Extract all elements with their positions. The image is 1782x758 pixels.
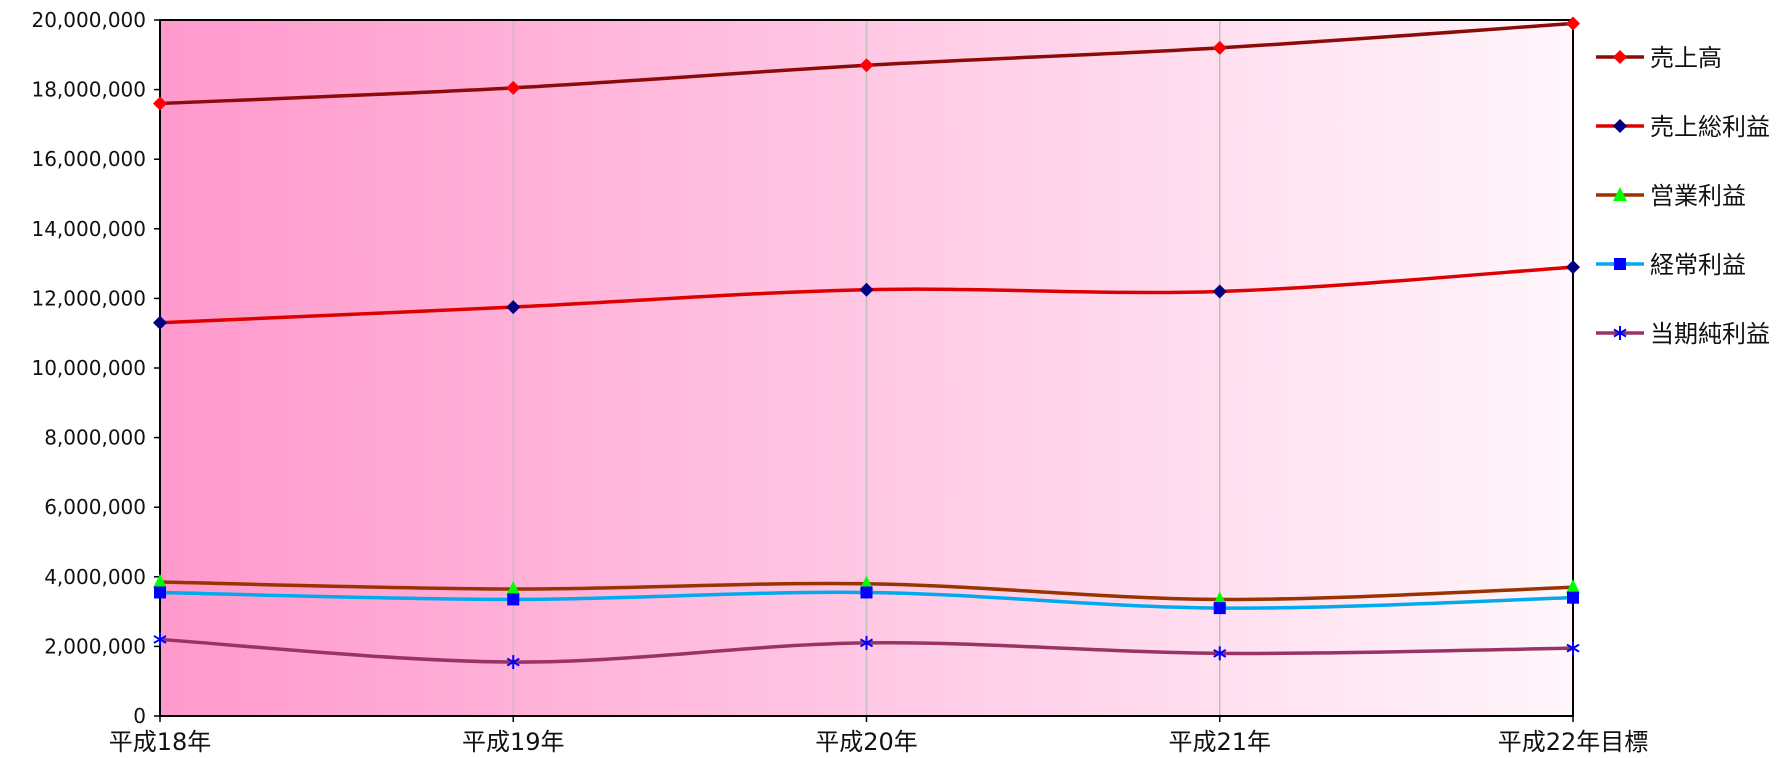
data-point	[1567, 591, 1579, 604]
series-4	[154, 586, 1579, 615]
series-2	[153, 260, 1580, 330]
y-tick-label: 16,000,000	[31, 147, 146, 171]
data-point	[1212, 40, 1227, 55]
y-tick-label: 10,000,000	[31, 356, 146, 380]
x-tick-label: 平成21年	[1168, 728, 1271, 756]
x-tick-label: 平成19年	[462, 728, 565, 756]
data-point	[1566, 579, 1580, 594]
y-axis-ticks: 0 2,000,000 4,000,000 6,000,000 8,000,000 10,…	[31, 8, 160, 728]
y-tick-label: 14,000,000	[31, 217, 146, 241]
series-5	[153, 632, 1580, 670]
data-point	[859, 575, 874, 590]
y-tick-label: 12,000,000	[31, 286, 146, 310]
legend-item: 当期純利益	[1596, 320, 1770, 348]
legend-label: 売上総利益	[1650, 113, 1770, 141]
legend-label: 売上高	[1650, 44, 1722, 72]
legend-label: 経常利益	[1650, 251, 1746, 279]
legend-item: 営業利益	[1596, 182, 1746, 210]
y-tick-label: 18,000,000	[31, 78, 146, 102]
y-tick-label: 2,000,000	[44, 634, 146, 658]
series-1	[153, 16, 1580, 111]
x-tick-label: 平成22年目標	[1498, 728, 1649, 756]
series	[153, 16, 1580, 670]
data-point	[859, 282, 874, 297]
legend-item: 経常利益	[1596, 251, 1746, 279]
data-point	[1566, 260, 1580, 275]
data-point	[1212, 591, 1227, 606]
series-3	[153, 574, 1580, 606]
legend-marker	[1613, 326, 1627, 340]
data-point	[506, 655, 520, 670]
y-tick-label: 4,000,000	[44, 565, 146, 589]
data-point	[506, 580, 521, 595]
x-axis-ticks: 平成18年 平成19年 平成20年 平成21年 平成22年目標	[109, 716, 1649, 756]
data-point	[507, 593, 520, 606]
y-tick-label: 0	[133, 704, 146, 728]
data-point	[1213, 602, 1226, 615]
data-point	[153, 96, 167, 111]
data-point	[153, 574, 167, 589]
legend-label: 当期純利益	[1650, 320, 1770, 348]
y-tick-label: 6,000,000	[44, 495, 146, 519]
data-point	[859, 58, 874, 73]
data-point	[859, 635, 874, 650]
legend-marker	[1613, 119, 1627, 133]
x-tick-label: 平成20年	[815, 728, 918, 756]
y-tick-label: 8,000,000	[44, 426, 146, 450]
data-point	[860, 586, 873, 599]
x-tick-label: 平成18年	[109, 728, 212, 756]
data-point	[1566, 641, 1580, 656]
legend-marker	[1613, 50, 1627, 64]
legend-marker	[1614, 258, 1626, 270]
legend-item: 売上総利益	[1596, 113, 1770, 141]
data-point	[1213, 646, 1227, 661]
data-point	[506, 300, 521, 315]
data-point	[153, 315, 167, 330]
legend-item: 売上高	[1596, 44, 1722, 72]
legend-label: 営業利益	[1650, 182, 1746, 210]
y-tick-label: 20,000,000	[31, 8, 146, 32]
data-point	[153, 632, 167, 647]
data-point	[154, 586, 166, 599]
data-point	[1212, 284, 1227, 299]
legend-marker	[1613, 187, 1627, 201]
data-point	[506, 80, 521, 95]
data-point	[1566, 16, 1580, 31]
